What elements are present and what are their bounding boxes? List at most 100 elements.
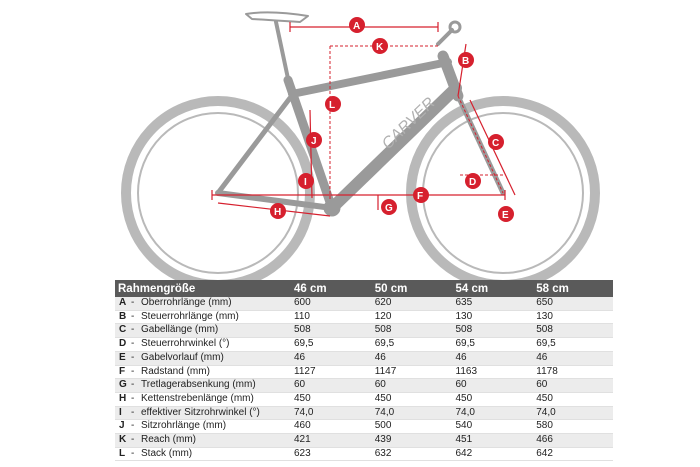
- row-label: Steuerrohrlänge (mm): [137, 310, 290, 325]
- cell-value: 74,0: [451, 406, 533, 421]
- svg-text:F: F: [417, 191, 423, 202]
- table-row: D - Steuerrohrwinkel (°) 69,5 69,5 69,5 69,5: [115, 337, 613, 352]
- cell-value: 60: [370, 378, 452, 393]
- row-separator: -: [131, 351, 137, 366]
- svg-text:I: I: [304, 177, 307, 188]
- cell-value: 46: [370, 351, 452, 366]
- cell-value: 1147: [370, 365, 452, 380]
- svg-text:G: G: [385, 203, 393, 214]
- cell-value: 60: [451, 378, 533, 393]
- marker-K: K: [372, 38, 388, 54]
- svg-text:L: L: [329, 100, 335, 111]
- row-code: G: [115, 378, 131, 393]
- row-code: D: [115, 337, 131, 352]
- table-row: A - Oberrohrlänge (mm) 600 620 635 650: [115, 297, 613, 311]
- row-separator: -: [131, 406, 137, 421]
- marker-I: I: [298, 173, 314, 189]
- column-header-54: 54 cm: [451, 280, 533, 297]
- row-separator: -: [131, 419, 137, 435]
- cell-value: 74,0: [370, 406, 452, 421]
- row-code: C: [115, 323, 131, 339]
- table-row: F - Radstand (mm) 1127 1147 1163 1178: [115, 365, 613, 380]
- cell-value: 69,5: [370, 337, 452, 352]
- row-label: Tretlagerabsenkung (mm): [137, 378, 290, 393]
- table-row: C - Gabellänge (mm) 508 508 508 508: [115, 323, 613, 339]
- row-code: B: [115, 310, 131, 325]
- row-code: E: [115, 351, 131, 366]
- row-code: F: [115, 365, 131, 380]
- marker-L: L: [325, 96, 341, 112]
- row-label: Gabelvorlauf (mm): [137, 351, 290, 366]
- row-code: K: [115, 433, 131, 448]
- cell-value: 450: [290, 392, 371, 407]
- cell-value: 60: [532, 378, 613, 393]
- table-row: B - Steuerrohrlänge (mm) 110 120 130 130: [115, 310, 613, 325]
- table-row: H - Kettenstrebenlänge (mm) 450 450 450 450: [115, 392, 613, 407]
- cell-value: 620: [370, 297, 452, 311]
- table-row: E - Gabelvorlauf (mm) 46 46 46 46: [115, 351, 613, 366]
- row-label: Reach (mm): [137, 433, 290, 448]
- row-code: H: [115, 392, 131, 407]
- row-label: Kettenstrebenlänge (mm): [137, 392, 290, 407]
- svg-text:E: E: [502, 210, 509, 221]
- cell-value: 642: [451, 447, 533, 462]
- cell-value: 635: [451, 297, 533, 311]
- marker-A: A: [349, 17, 365, 33]
- svg-text:J: J: [311, 136, 317, 147]
- cell-value: 1163: [451, 365, 533, 380]
- cell-value: 60: [290, 378, 371, 393]
- marker-B: B: [458, 52, 474, 68]
- cell-value: 580: [532, 419, 613, 435]
- table-row: G - Tretlagerabsenkung (mm) 60 60 60 60: [115, 378, 613, 393]
- row-label: Stack (mm): [137, 447, 290, 462]
- table-row: L - Stack (mm) 623 632 642 642: [115, 447, 613, 462]
- row-separator: -: [131, 337, 137, 352]
- svg-text:H: H: [274, 207, 281, 218]
- cell-value: 450: [370, 392, 452, 407]
- cell-value: 500: [370, 419, 452, 435]
- table-row: K - Reach (mm) 421 439 451 466: [115, 433, 613, 448]
- row-label: effektiver Sitzrohrwinkel (°): [137, 406, 290, 421]
- row-code: L: [115, 447, 131, 462]
- cell-value: 69,5: [290, 337, 371, 352]
- svg-text:D: D: [469, 177, 476, 188]
- svg-text:B: B: [462, 56, 469, 67]
- cell-value: 110: [290, 310, 371, 325]
- marker-J: J: [306, 132, 322, 148]
- row-label: Radstand (mm): [137, 365, 290, 380]
- column-header-50: 50 cm: [370, 280, 452, 297]
- cell-value: 508: [532, 323, 613, 339]
- row-code: J: [115, 419, 131, 435]
- cell-value: 642: [532, 447, 613, 462]
- marker-C: C: [488, 134, 504, 150]
- cell-value: 450: [451, 392, 533, 407]
- cell-value: 508: [370, 323, 452, 339]
- row-separator: -: [131, 447, 137, 462]
- cell-value: 632: [370, 447, 452, 462]
- marker-D: D: [465, 173, 481, 189]
- cell-value: 421: [290, 433, 371, 448]
- row-label: Steuerrohrwinkel (°): [137, 337, 290, 352]
- cell-value: 600: [290, 297, 371, 311]
- row-separator: -: [131, 297, 137, 311]
- row-separator: -: [131, 310, 137, 325]
- table-row: I - effektiver Sitzrohrwinkel (°) 74,0 74,0 7…: [115, 406, 613, 421]
- column-header-58: 58 cm: [532, 280, 613, 297]
- cell-value: 69,5: [532, 337, 613, 352]
- column-header-46: 46 cm: [290, 280, 371, 297]
- table-row: J - Sitzrohrlänge (mm) 460 500 540 580: [115, 419, 613, 435]
- row-separator: -: [131, 433, 137, 448]
- cell-value: 466: [532, 433, 613, 448]
- cell-value: 450: [532, 392, 613, 407]
- bike-geometry-diagram: CARVER A B C D E F G H I J K L: [121, 11, 600, 280]
- cell-value: 439: [370, 433, 452, 448]
- svg-text:C: C: [492, 138, 499, 149]
- cell-value: 623: [290, 447, 371, 462]
- marker-E: E: [498, 206, 514, 222]
- column-header-frame-size: Rahmengröße: [115, 280, 290, 297]
- row-separator: -: [131, 392, 137, 407]
- cell-value: 130: [451, 310, 533, 325]
- cell-value: 451: [451, 433, 533, 448]
- marker-H: H: [270, 203, 286, 219]
- cell-value: 46: [451, 351, 533, 366]
